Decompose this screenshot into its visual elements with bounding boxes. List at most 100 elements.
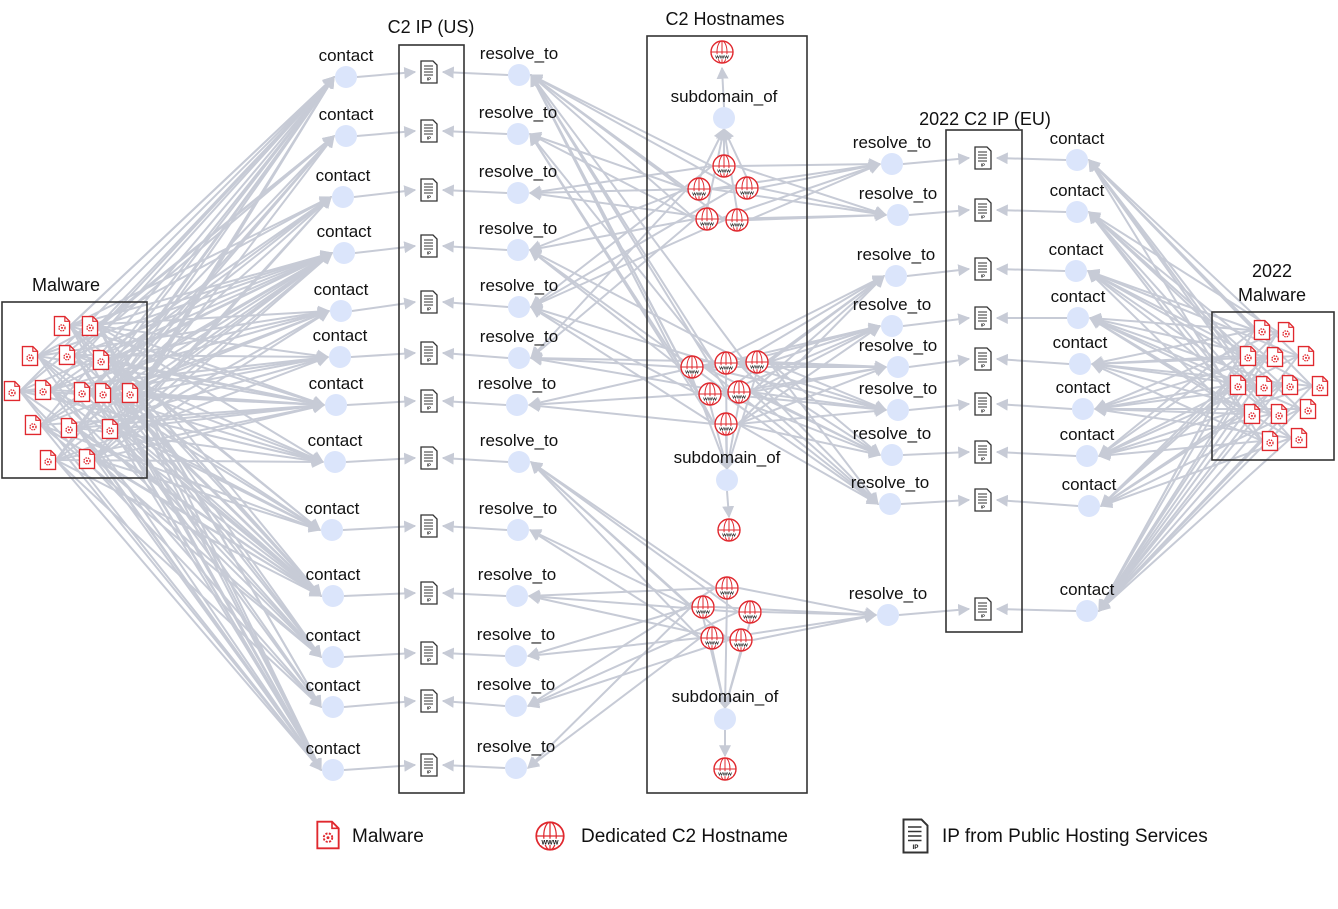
ip-document-icon[interactable] <box>420 753 438 777</box>
resolve-to-node[interactable] <box>506 394 528 416</box>
contact-node[interactable] <box>1072 398 1094 420</box>
malware-file-icon[interactable] <box>1290 427 1308 449</box>
contact-node[interactable] <box>321 519 343 541</box>
www-globe-icon[interactable] <box>738 600 762 624</box>
www-globe-icon[interactable] <box>717 518 741 542</box>
ip-document-icon[interactable] <box>420 514 438 538</box>
malware-file-icon[interactable] <box>78 448 96 470</box>
ip-document-icon[interactable] <box>420 641 438 665</box>
contact-node[interactable] <box>1066 149 1088 171</box>
www-globe-icon[interactable] <box>714 351 738 375</box>
resolve-to-node[interactable] <box>881 444 903 466</box>
contact-node[interactable] <box>332 186 354 208</box>
malware-file-icon[interactable] <box>3 380 21 402</box>
resolve-to-node[interactable] <box>505 695 527 717</box>
resolve-to-node[interactable] <box>887 399 909 421</box>
resolve-to-node[interactable] <box>508 64 530 86</box>
resolve-to-node[interactable] <box>507 519 529 541</box>
resolve-to-node[interactable] <box>879 493 901 515</box>
ip-document-icon[interactable] <box>974 347 992 371</box>
resolve-to-node[interactable] <box>885 265 907 287</box>
ip-document-icon[interactable] <box>420 60 438 84</box>
www-globe-icon[interactable] <box>713 757 737 781</box>
ip-document-icon[interactable] <box>974 146 992 170</box>
malware-file-icon[interactable] <box>1299 398 1317 420</box>
malware-file-icon[interactable] <box>1239 345 1257 367</box>
resolve-to-node[interactable] <box>505 645 527 667</box>
ip-document-icon[interactable] <box>420 178 438 202</box>
contact-node[interactable] <box>1076 445 1098 467</box>
resolve-to-node[interactable] <box>881 315 903 337</box>
subdomain-of-node[interactable] <box>713 107 735 129</box>
contact-node[interactable] <box>1069 353 1091 375</box>
malware-file-icon[interactable] <box>1277 321 1295 343</box>
malware-file-icon[interactable] <box>1270 403 1288 425</box>
contact-node[interactable] <box>322 696 344 718</box>
www-globe-icon[interactable] <box>691 595 715 619</box>
contact-node[interactable] <box>1078 495 1100 517</box>
ip-document-icon[interactable] <box>974 306 992 330</box>
malware-file-icon[interactable] <box>60 417 78 439</box>
contact-node[interactable] <box>325 394 347 416</box>
malware-file-icon[interactable] <box>73 381 91 403</box>
subdomain-of-node[interactable] <box>714 708 736 730</box>
contact-node[interactable] <box>335 66 357 88</box>
malware-file-icon[interactable] <box>1255 375 1273 397</box>
ip-document-icon[interactable] <box>420 581 438 605</box>
www-globe-icon[interactable] <box>745 350 769 374</box>
malware-file-icon[interactable] <box>121 382 139 404</box>
contact-node[interactable] <box>324 451 346 473</box>
resolve-to-node[interactable] <box>505 757 527 779</box>
contact-node[interactable] <box>1076 600 1098 622</box>
malware-file-icon[interactable] <box>39 449 57 471</box>
malware-file-icon[interactable] <box>1243 403 1261 425</box>
malware-file-icon[interactable] <box>1261 430 1279 452</box>
malware-file-icon[interactable] <box>1229 374 1247 396</box>
www-globe-icon[interactable] <box>735 176 759 200</box>
www-globe-icon[interactable] <box>698 382 722 406</box>
ip-document-icon[interactable] <box>420 290 438 314</box>
www-globe-icon[interactable] <box>687 177 711 201</box>
ip-document-icon[interactable] <box>420 446 438 470</box>
subdomain-of-node[interactable] <box>716 469 738 491</box>
ip-document-icon[interactable] <box>420 234 438 258</box>
resolve-to-node[interactable] <box>887 204 909 226</box>
malware-file-icon[interactable] <box>1311 375 1329 397</box>
malware-file-icon[interactable] <box>81 315 99 337</box>
resolve-to-node[interactable] <box>508 296 530 318</box>
malware-file-icon[interactable] <box>101 418 119 440</box>
contact-node[interactable] <box>335 125 357 147</box>
resolve-to-node[interactable] <box>508 451 530 473</box>
ip-document-icon[interactable] <box>974 257 992 281</box>
contact-node[interactable] <box>329 346 351 368</box>
ip-document-icon[interactable] <box>974 198 992 222</box>
www-globe-icon[interactable] <box>715 576 739 600</box>
www-globe-icon[interactable] <box>729 628 753 652</box>
www-globe-icon[interactable] <box>712 154 736 178</box>
www-globe-icon[interactable] <box>710 40 734 64</box>
contact-node[interactable] <box>322 646 344 668</box>
resolve-to-node[interactable] <box>507 239 529 261</box>
malware-file-icon[interactable] <box>1297 345 1315 367</box>
contact-node[interactable] <box>330 300 352 322</box>
ip-document-icon[interactable] <box>974 440 992 464</box>
ip-document-icon[interactable] <box>974 488 992 512</box>
malware-file-icon[interactable] <box>92 349 110 371</box>
ip-document-icon[interactable] <box>974 392 992 416</box>
malware-file-icon[interactable] <box>53 315 71 337</box>
malware-file-icon[interactable] <box>34 379 52 401</box>
www-globe-icon[interactable] <box>700 626 724 650</box>
contact-node[interactable] <box>1065 260 1087 282</box>
ip-document-icon[interactable] <box>420 119 438 143</box>
resolve-to-node[interactable] <box>877 604 899 626</box>
resolve-to-node[interactable] <box>508 347 530 369</box>
contact-node[interactable] <box>333 242 355 264</box>
www-globe-icon[interactable] <box>727 380 751 404</box>
ip-document-icon[interactable] <box>420 341 438 365</box>
malware-file-icon[interactable] <box>1253 319 1271 341</box>
contact-node[interactable] <box>322 759 344 781</box>
malware-file-icon[interactable] <box>24 414 42 436</box>
www-globe-icon[interactable] <box>714 412 738 436</box>
resolve-to-node[interactable] <box>507 182 529 204</box>
www-globe-icon[interactable] <box>680 355 704 379</box>
